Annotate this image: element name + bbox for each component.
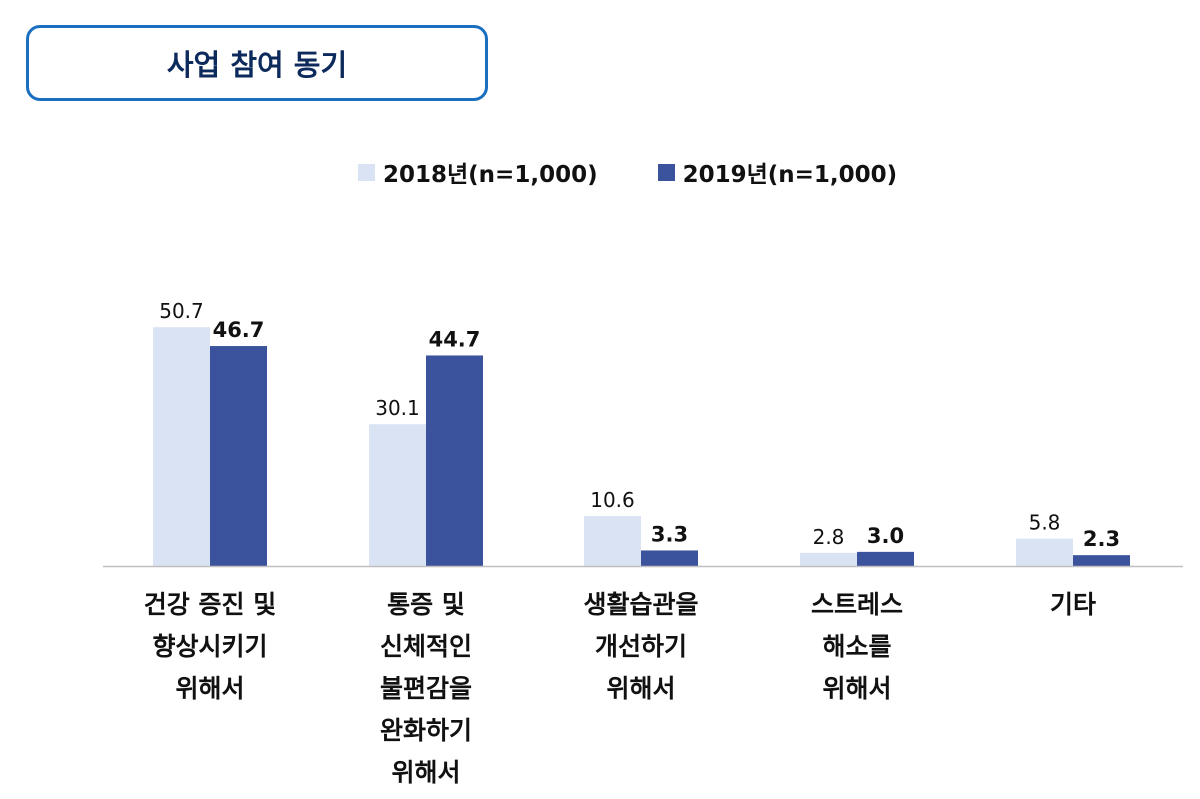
category-label-line: 건강 증진 및 [143,590,277,619]
value-label: 10.6 [590,488,635,512]
category-label-line: 위해서 [606,674,676,703]
value-label: 5.8 [1029,511,1061,535]
value-label: 30.1 [375,396,420,420]
category-label-line: 해소를 [822,632,892,661]
category-label-line: 기타 [1049,590,1096,619]
bar-2019-4 [1073,555,1130,566]
category-label-line: 통증 및 [387,590,465,619]
bar-2018-3 [800,552,857,566]
bar-2018-0 [153,327,210,566]
value-label: 3.0 [867,524,904,548]
legend: 2018년(n=1,000) 2019년(n=1,000) [358,155,897,189]
legend-item-2019: 2019년(n=1,000) [657,155,898,189]
legend-item-2018: 2018년(n=1,000) [358,155,598,189]
value-label: 50.7 [159,299,204,323]
bar-2018-1 [369,424,426,566]
bar-2019-2 [641,550,698,566]
bar-2018-2 [584,516,641,566]
category-label-line: 개선하기 [594,632,687,661]
value-label: 46.7 [213,318,265,342]
category-label-line: 신체적인 [379,632,472,661]
category-label-line: 생활습관을 [583,590,699,619]
bar-2018-4 [1016,538,1073,566]
category-label-line: 위해서 [391,758,461,787]
bar-2019-0 [210,346,267,566]
category-label-line: 불편감을 [379,674,472,703]
category-label: 기타 [973,584,1173,626]
chart-title: 사업 참여 동기 [166,48,348,82]
legend-swatch-2018 [358,163,375,181]
bar-2019-3 [857,551,914,566]
value-label: 2.8 [813,525,845,549]
value-label: 3.3 [651,522,688,546]
category-label-line: 스트레스 [810,590,903,619]
category-label-line: 완화하기 [379,716,472,745]
value-label: 2.3 [1083,527,1120,551]
legend-label-2018: 2018년(n=1,000) [383,162,598,188]
legend-swatch-2019 [657,163,675,181]
category-label-line: 향상시키기 [152,632,268,661]
value-label: 44.7 [429,327,481,351]
bar-2019-1 [426,355,483,566]
category-label-line: 위해서 [822,674,892,703]
chart-title-box: 사업 참여 동기 [26,25,488,101]
legend-label-2019: 2019년(n=1,000) [682,162,898,188]
category-label-line: 위해서 [175,674,245,703]
